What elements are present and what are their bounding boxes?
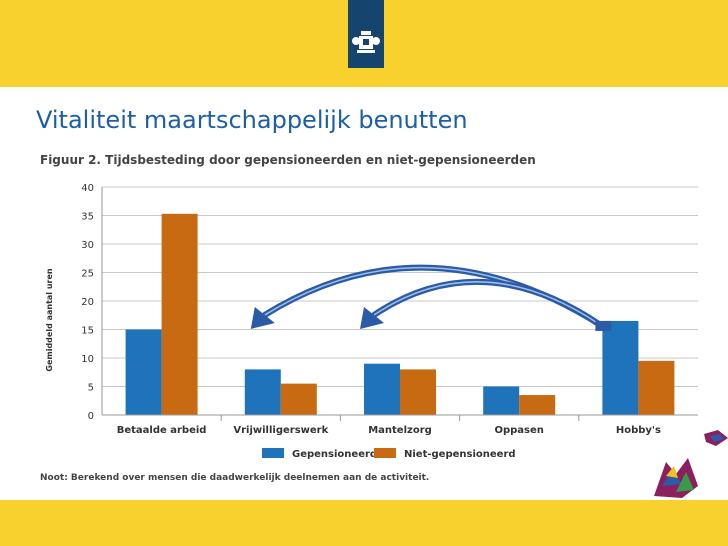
y-tick-label: 40 <box>81 183 94 194</box>
chart-title: Figuur 2. Tijdsbesteding door gepensione… <box>40 153 536 167</box>
bar-gepensioneerd <box>125 329 162 415</box>
x-tick-label: Oppasen <box>494 425 543 436</box>
bar-gepensioneerd <box>364 363 400 415</box>
y-tick-label: 5 <box>88 383 94 394</box>
x-tick-label: Hobby's <box>616 425 661 436</box>
y-tick-label: 0 <box>88 411 94 422</box>
bar-niet-gepensioneerd <box>400 369 436 415</box>
y-tick-label: 10 <box>81 354 94 365</box>
arrow-start <box>595 320 612 331</box>
bar-niet-gepensioneerd <box>161 213 198 415</box>
bar-niet-gepensioneerd <box>280 383 317 415</box>
chart-note: Noot: Berekend over mensen die daadwerke… <box>40 473 429 483</box>
legend-swatch <box>374 448 396 458</box>
y-tick-label: 20 <box>81 297 94 308</box>
chart: Figuur 2. Tijdsbesteding door gepensione… <box>36 140 728 485</box>
bar-niet-gepensioneerd <box>519 395 556 415</box>
chart-svg: Figuur 2. Tijdsbesteding door gepensione… <box>40 153 698 483</box>
bar-gepensioneerd <box>483 386 520 415</box>
arrow-to-mantelzorg-highlight <box>373 281 601 326</box>
axes: 0 5 10 15 20 25 30 35 40 Betaalde arbeid Vrijwilli… <box>81 183 698 436</box>
y-tick-label: 30 <box>81 240 94 251</box>
bars <box>125 213 675 415</box>
decorative-shape-icon <box>704 430 728 446</box>
y-tick-label: 35 <box>81 212 94 223</box>
bar-gepensioneerd <box>244 369 281 415</box>
footer-bar <box>0 500 728 546</box>
y-tick-label: 25 <box>81 269 94 280</box>
rijksoverheid-crest-icon <box>352 31 380 53</box>
arrows <box>250 264 612 331</box>
y-axis-label: Gemiddeld aantal uren <box>45 268 54 372</box>
bar-niet-gepensioneerd <box>638 360 675 415</box>
arrow-to-mantelzorg-head <box>360 306 384 329</box>
arrow-to-mantelzorg <box>371 278 604 328</box>
legend: Gepensioneerd Niet-gepensioneerd <box>262 448 516 460</box>
decorative-shape-icon <box>654 458 698 498</box>
arrow-to-vrijwilligerswerk-head <box>250 306 275 329</box>
legend-swatch <box>262 448 284 458</box>
x-tick-label: Mantelzorg <box>368 425 432 436</box>
legend-label: Gepensioneerd <box>292 449 377 460</box>
legend-label: Niet-gepensioneerd <box>404 449 516 460</box>
x-tick-label: Vrijwilligerswerk <box>233 425 328 436</box>
grid <box>102 186 698 416</box>
y-tick-label: 15 <box>81 326 94 337</box>
bar-gepensioneerd <box>602 320 639 415</box>
x-tick-label: Betaalde arbeid <box>117 425 207 436</box>
page-title: Vitaliteit maartschappelijk benutten <box>36 106 468 134</box>
